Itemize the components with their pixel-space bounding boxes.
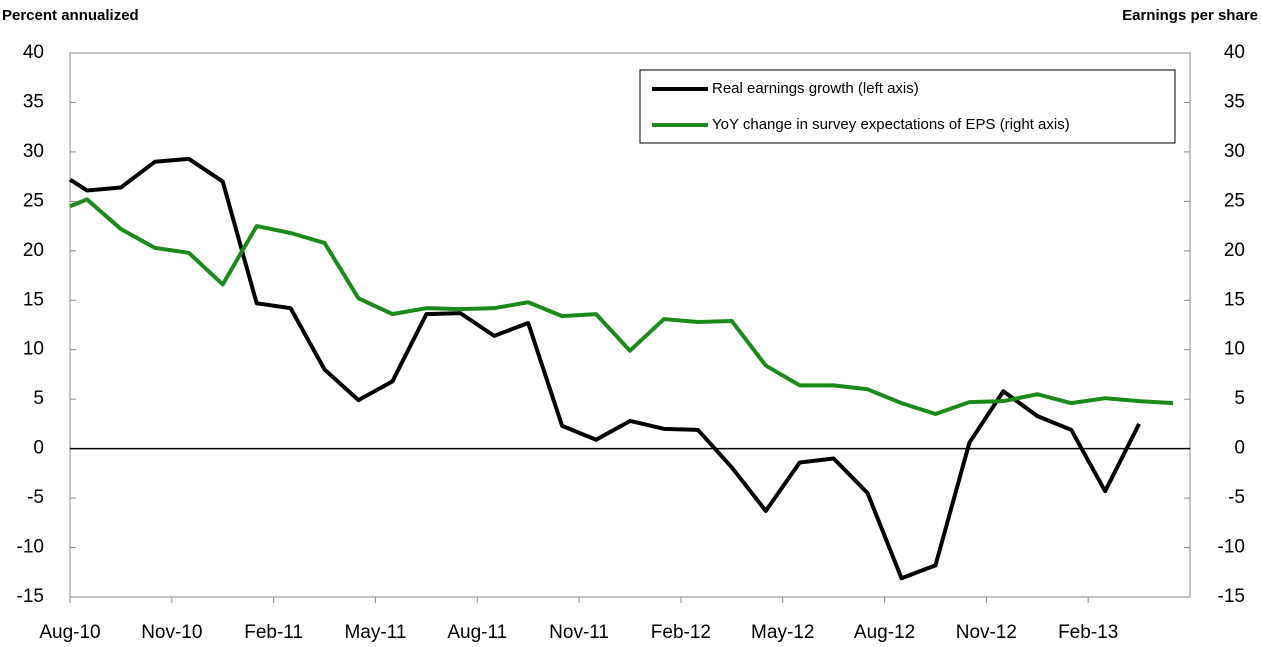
x-tick-label: Nov-12 — [956, 622, 1017, 643]
y2-tick-label: 5 — [1234, 388, 1245, 409]
x-tick-label: Feb-11 — [244, 622, 303, 643]
legend-box — [639, 69, 1176, 144]
y-tick-label: 35 — [23, 91, 44, 112]
y2-tick-label: 35 — [1224, 91, 1245, 112]
legend-label: YoY change in survey expectations of EPS… — [712, 116, 1070, 133]
y2-tick-label: 40 — [1224, 42, 1245, 63]
y2-tick-label: 15 — [1224, 289, 1245, 310]
y2-tick-label: 20 — [1224, 240, 1245, 261]
x-tick-label: Aug-10 — [39, 622, 100, 643]
y2-tick-label: 10 — [1224, 339, 1245, 360]
x-tick-label: Aug-11 — [447, 622, 507, 643]
y2-tick-label: -10 — [1218, 537, 1245, 558]
y-tick-label: 0 — [33, 438, 44, 459]
y2-tick-label: -5 — [1228, 487, 1245, 508]
series-line — [69, 197, 1174, 417]
left-axis-label: Percent annualized — [2, 7, 139, 24]
y-tick-label: -10 — [17, 537, 44, 558]
y2-tick-label: 30 — [1224, 141, 1245, 162]
y-tick-label: 10 — [23, 339, 44, 360]
y-tick-label: 40 — [23, 42, 44, 63]
y-tick-label: -15 — [17, 586, 44, 607]
y2-tick-label: 25 — [1224, 190, 1245, 211]
x-tick-label: May-12 — [751, 622, 814, 643]
series-line — [68, 156, 1141, 581]
y-tick-label: 25 — [23, 190, 44, 211]
x-tick-label: Feb-12 — [651, 622, 711, 643]
right-axis-label: Earnings per share — [1122, 7, 1258, 24]
x-tick-label: Nov-10 — [141, 622, 202, 643]
x-tick-label: May-11 — [344, 622, 406, 643]
x-tick-label: Nov-11 — [549, 622, 609, 643]
plot-area — [69, 52, 1191, 598]
y-tick-label: 5 — [33, 388, 44, 409]
y-tick-label: -5 — [27, 487, 44, 508]
x-tick-label: Feb-13 — [1058, 622, 1118, 643]
x-tick-label: Aug-12 — [854, 622, 915, 643]
y-tick-label: 30 — [23, 141, 44, 162]
legend-label: Real earnings growth (left axis) — [712, 80, 919, 97]
y2-tick-label: -15 — [1218, 586, 1245, 607]
y2-tick-label: 0 — [1234, 438, 1245, 459]
y-tick-label: 15 — [23, 289, 44, 310]
y-tick-label: 20 — [23, 240, 44, 261]
